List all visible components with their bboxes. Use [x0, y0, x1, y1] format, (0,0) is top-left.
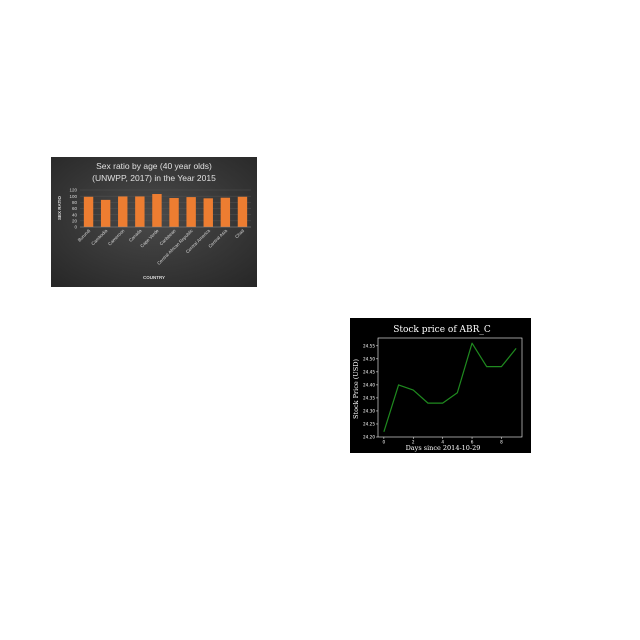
- bar: [135, 196, 145, 227]
- line-y-tick-label: 24.45: [363, 369, 375, 374]
- bar-chart-y-axis-label: SEX RATIO: [57, 196, 62, 220]
- bar-x-tick-label: Chad: [234, 228, 245, 239]
- line-x-tick-label: 2: [412, 440, 415, 445]
- bar-chart-title-line-2: (UNWPP, 2017) in the Year 2015: [92, 173, 216, 183]
- sex-ratio-bar-chart: Sex ratio by age (40 year olds) (UNWPP, …: [51, 157, 257, 287]
- bar: [220, 197, 231, 227]
- bar-y-tick-label: 20: [72, 218, 78, 223]
- bar-chart-svg: Sex ratio by age (40 year olds) (UNWPP, …: [51, 157, 257, 287]
- bar-chart-title-line-1: Sex ratio by age (40 year olds): [96, 161, 212, 171]
- bar-y-tick-label: 100: [69, 194, 77, 199]
- line-y-tick-label: 24.20: [363, 435, 375, 440]
- stock-price-line: [383, 342, 517, 432]
- line-y-tick-label: 24.50: [363, 356, 375, 361]
- bar: [100, 199, 111, 227]
- line-chart-title: Stock price of ABR_C: [393, 325, 491, 335]
- bar-y-tick-label: 0: [74, 225, 77, 230]
- bar: [237, 196, 248, 227]
- bar-y-tick-label: 120: [69, 188, 77, 193]
- bar: [83, 196, 94, 227]
- line-chart-background: [350, 318, 531, 453]
- line-x-tick-label: 8: [500, 440, 503, 445]
- bar: [152, 194, 162, 227]
- bar: [186, 197, 196, 227]
- stock-price-line-chart: Stock price of ABR_C Stock Price (USD) D…: [350, 318, 531, 453]
- bar: [118, 196, 128, 227]
- bar-y-tick-label: 40: [72, 212, 78, 217]
- line-y-tick-label: 24.40: [363, 382, 375, 387]
- line-y-tick-label: 24.25: [363, 421, 375, 426]
- line-x-tick-label: 6: [471, 440, 474, 445]
- line-y-tick-label: 24.55: [363, 343, 375, 348]
- line-chart-svg: Stock price of ABR_C Stock Price (USD) D…: [350, 318, 531, 453]
- bar: [169, 198, 179, 227]
- line-chart-plot-area: 24.20 24.25 24.30 24.35 24.40 24.45 24.50 24.55…: [363, 337, 523, 445]
- line-x-tick-label: 0: [383, 440, 386, 445]
- line-x-tick-label: 4: [441, 440, 444, 445]
- line-y-tick-label: 24.30: [363, 408, 375, 413]
- bar-chart-x-axis-label: COUNTRY: [143, 275, 165, 280]
- line-chart-y-axis-label: Stock Price (USD): [352, 359, 360, 419]
- line-chart-x-axis-label: Days since 2014-10-29: [406, 444, 481, 452]
- bar: [203, 198, 213, 227]
- line-plot-frame: [377, 337, 523, 438]
- bar-y-tick-label: 60: [72, 206, 78, 211]
- line-y-tick-label: 24.35: [363, 395, 375, 400]
- bar-y-tick-label: 80: [72, 200, 78, 205]
